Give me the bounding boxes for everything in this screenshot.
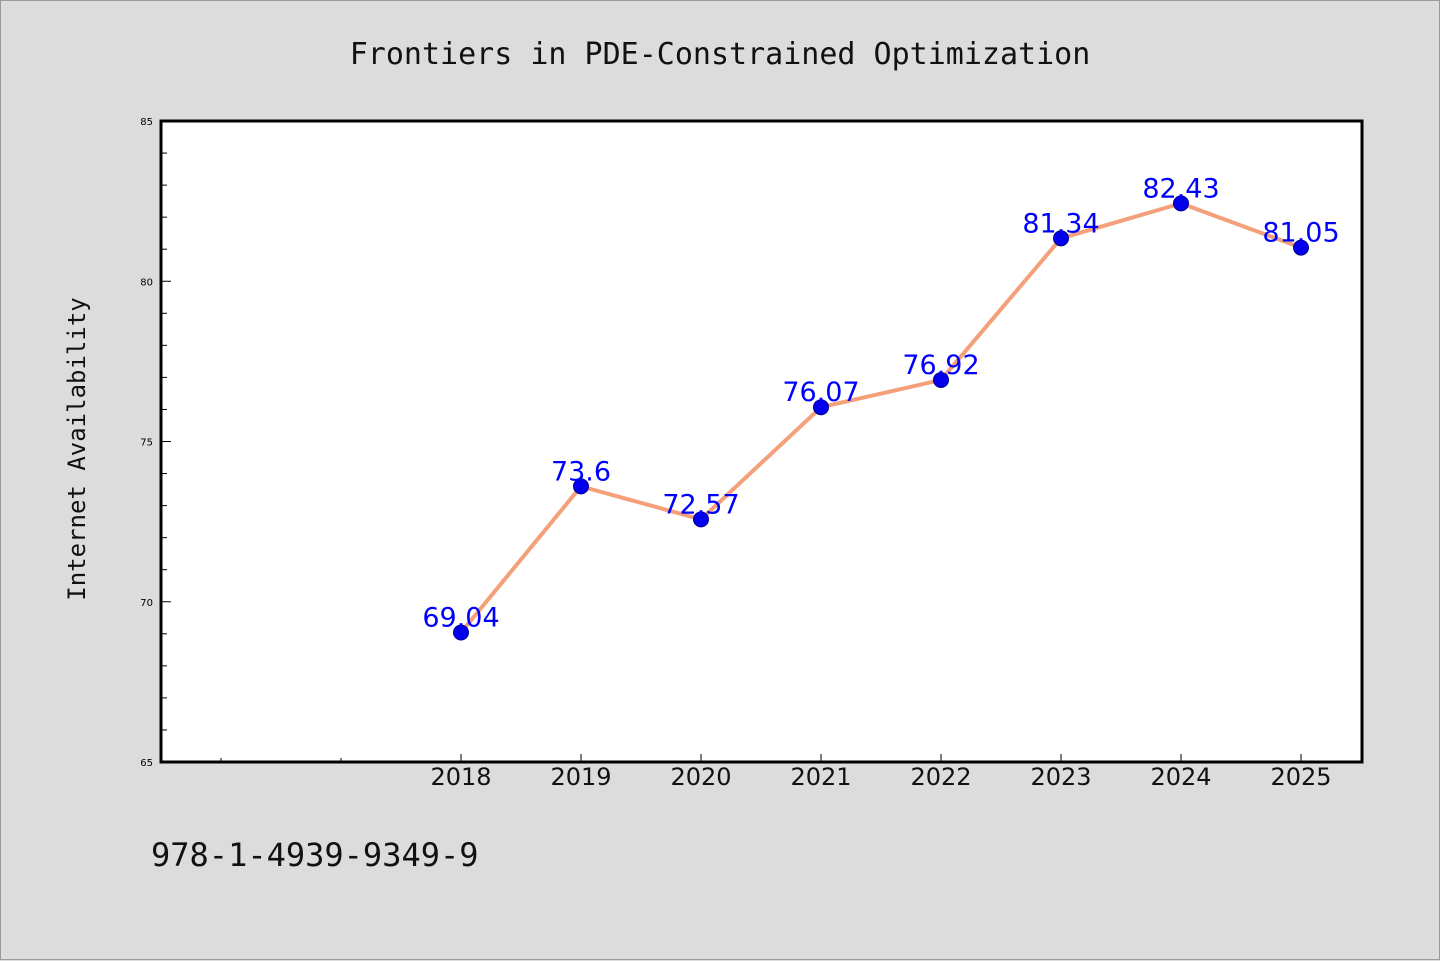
data-value-label: 81.05 xyxy=(1262,218,1339,249)
x-tick-label: 2022 xyxy=(910,763,971,791)
x-axis: 2018 2019 2020 2021 2022 2023 2024 2025 xyxy=(220,754,1332,791)
data-point-marker xyxy=(1173,195,1189,212)
isbn-text: 978-1-4939-9349-9 xyxy=(151,836,479,874)
y-tick-label: 70 xyxy=(140,598,153,609)
x-tick-label: 2018 xyxy=(430,763,491,791)
data-label-group: 69.04 73.6 72.57 76.07 76.92 81.34 82.43 81.05 xyxy=(422,173,1339,633)
series-line-group xyxy=(453,195,1309,641)
chart-title: Frontiers in PDE-Constrained Optimizatio… xyxy=(350,37,1091,72)
data-point-marker xyxy=(1053,230,1069,247)
plot-area xyxy=(159,119,1364,764)
x-tick-label: 2025 xyxy=(1270,763,1331,791)
data-value-label: 76.92 xyxy=(902,350,979,381)
data-value-label: 82.43 xyxy=(1142,173,1219,204)
data-point-marker xyxy=(1293,239,1309,256)
data-point-marker xyxy=(933,371,949,388)
x-tick-label: 2023 xyxy=(1030,763,1091,791)
y-tick-label: 65 xyxy=(140,758,153,769)
data-point-marker xyxy=(573,478,589,495)
y-axis-label: Internet Availability xyxy=(63,297,91,600)
data-value-label: 76.07 xyxy=(782,377,859,408)
data-value-label: 73.6 xyxy=(551,456,611,487)
y-tick-label: 75 xyxy=(140,438,153,449)
x-tick-label: 2020 xyxy=(670,763,731,791)
data-value-label: 81.34 xyxy=(1022,208,1099,239)
data-value-label: 69.04 xyxy=(422,603,499,634)
y-tick-label: 85 xyxy=(140,117,153,128)
data-value-label: 72.57 xyxy=(662,489,739,520)
data-point-marker xyxy=(813,399,829,416)
x-tick-label: 2019 xyxy=(550,763,611,791)
y-tick-label: 80 xyxy=(140,277,153,288)
y-axis: 65 70 75 80 85 xyxy=(140,117,171,769)
series-line xyxy=(459,201,1303,635)
x-tick-label: 2021 xyxy=(790,763,851,791)
x-tick-label: 2024 xyxy=(1150,763,1211,791)
data-point-marker xyxy=(453,624,469,641)
data-point-marker xyxy=(693,511,709,528)
